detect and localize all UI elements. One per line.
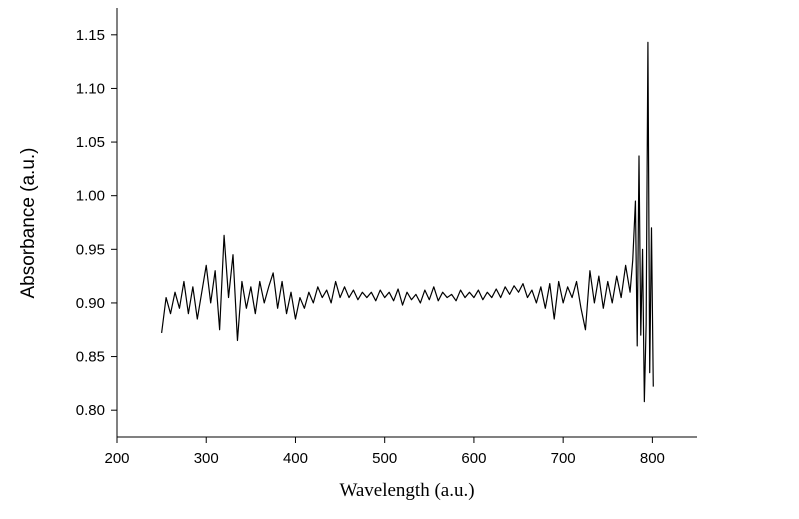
x-tick-label: 200 (104, 450, 129, 467)
y-tick-label: 0.85 (76, 349, 105, 366)
y-tick-label: 1.10 (76, 80, 105, 97)
y-tick-label: 1.00 (76, 188, 105, 205)
y-tick-label: 1.05 (76, 134, 105, 151)
x-tick-label: 600 (461, 450, 486, 467)
x-tick-label: 700 (551, 450, 576, 467)
x-tick-label: 800 (640, 450, 665, 467)
y-tick-label: 0.80 (76, 402, 105, 419)
x-tick-label: 500 (372, 450, 397, 467)
x-tick-label: 400 (283, 450, 308, 467)
y-tick-label: 0.90 (76, 295, 105, 312)
data-line (161, 41, 654, 403)
y-axis-title: Absorbance (a.u.) (18, 147, 39, 298)
y-tick-label: 0.95 (76, 241, 105, 258)
x-tick-label: 300 (194, 450, 219, 467)
y-tick-label: 1.15 (76, 27, 105, 44)
x-axis-title: Wavelength (a.u.) (339, 480, 474, 501)
